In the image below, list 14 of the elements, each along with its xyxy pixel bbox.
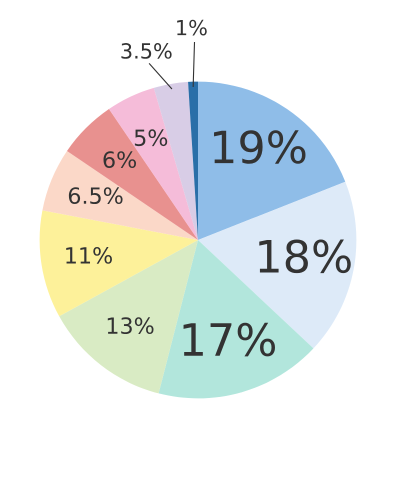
data-label: 1% [177,20,207,36]
data-label: 6.5% [68,187,123,204]
pie-slice [42,150,198,240]
pie-slice [198,82,346,240]
pie-slice [40,210,198,316]
data-label: 19% [214,130,306,164]
data-label: 18% [259,239,351,274]
data-label: 13% [108,317,154,334]
data-label: 17% [184,322,275,356]
pie-slice [66,108,198,240]
data-label: 3.5% [121,43,172,59]
data-label: 5% [134,129,168,146]
data-label: 6% [104,151,136,168]
data-label: 11% [66,246,112,264]
